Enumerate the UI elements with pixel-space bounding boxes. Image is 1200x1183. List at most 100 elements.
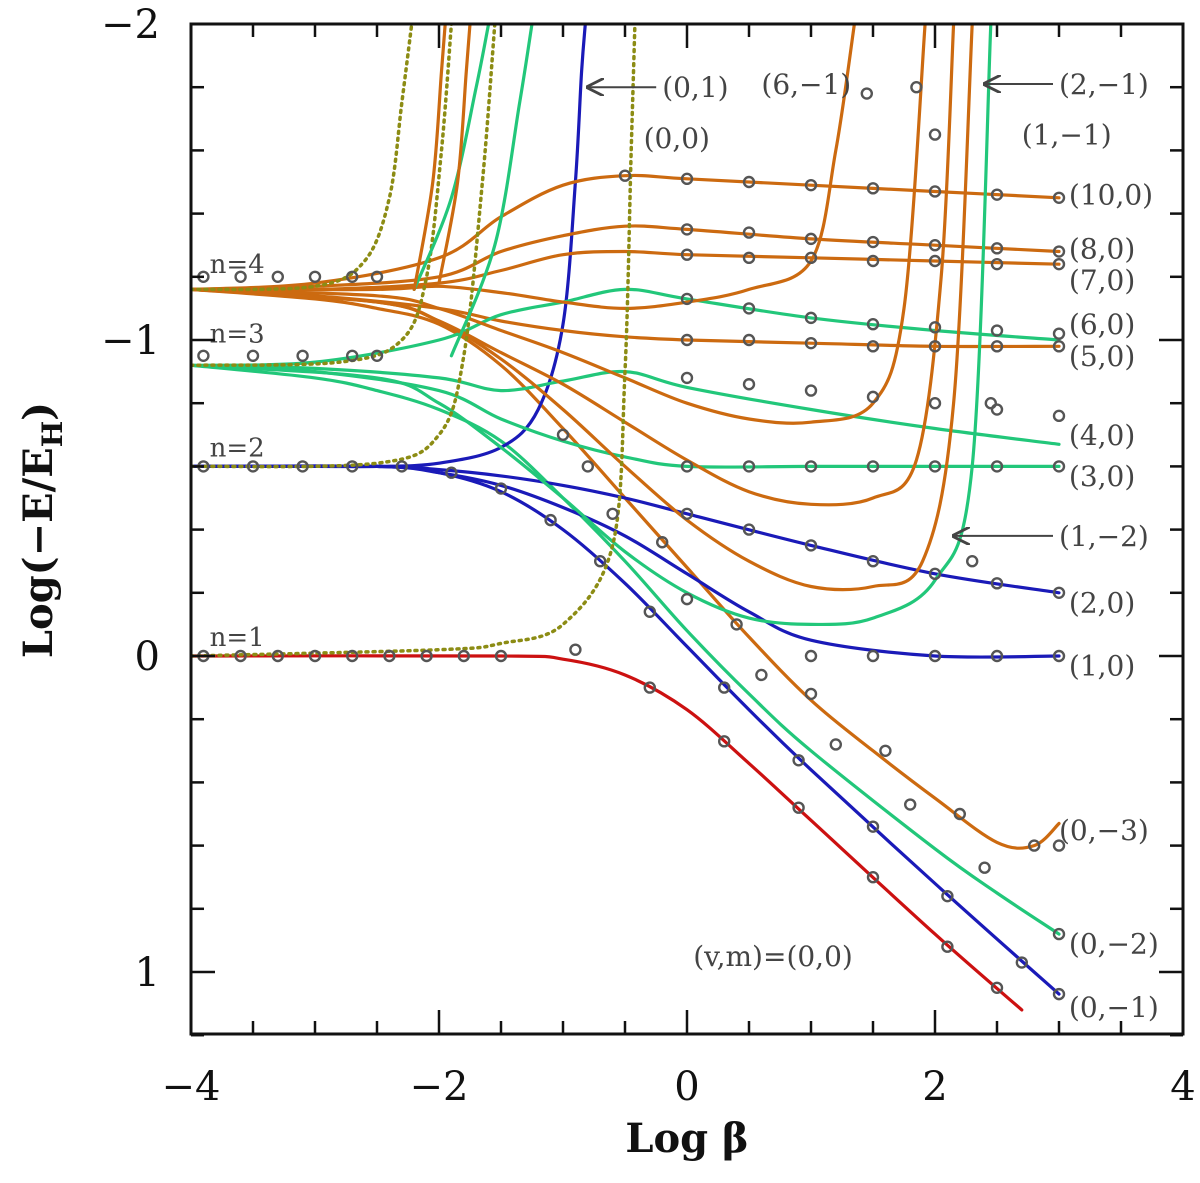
y-axis-title: Log(−E/EH) [15,402,69,658]
level-label: n=2 [210,433,265,463]
data-point-19 [346,460,359,473]
x-tick-label: 0 [674,1064,699,1110]
data-point-96 [928,321,942,334]
data-point-102 [866,254,880,268]
data-point-44 [606,507,619,520]
data-point-7 [457,649,470,663]
series-line-16 [191,24,956,507]
data-point-72 [742,460,756,473]
series-line-25 [412,24,447,291]
data-point-110 [928,238,942,252]
data-point-80 [804,384,818,397]
data-point-30 [1015,956,1028,969]
data-point-27 [792,754,805,767]
data-point-124 [966,555,979,568]
data-point-76 [990,460,1004,473]
series-line-12 [191,224,1061,291]
data-point-101 [804,251,818,265]
data-point-23 [544,513,557,527]
annotation-label: (6,0) [1069,308,1135,341]
data-point-125 [984,397,997,410]
data-point-64 [680,507,694,520]
data-point-31 [1052,987,1066,1001]
series-line-26 [437,24,472,285]
data-point-24 [594,555,607,568]
data-point-81 [866,390,880,404]
data-point-53 [730,618,743,631]
data-point-4 [346,649,359,663]
data-point-18 [296,460,309,473]
data-point-21 [445,466,458,479]
data-point-123 [928,128,942,141]
data-point-112 [1052,245,1066,258]
data-point-78 [680,371,694,385]
x-tick-label: −4 [162,1064,221,1110]
series-line-24 [449,24,534,358]
data-point-28 [866,820,880,833]
data-point-105 [1052,257,1066,271]
data-point-50 [1052,927,1066,941]
data-point-35 [346,349,359,362]
annotation-label: (0,0) [644,122,710,155]
data-point-103 [928,254,942,268]
level-label: n=1 [210,623,265,653]
data-point-114 [680,172,694,186]
data-point-46 [755,668,768,682]
data-point-20 [395,460,408,473]
data-point-61 [928,649,942,663]
data-point-94 [804,311,818,325]
series-line-13 [191,173,1061,291]
tick-layer: −4 −2 0 2 4 −2 −1 0 1 [101,2,1196,1110]
data-point-89 [928,340,942,353]
data-point-118 [928,185,942,198]
data-point-83 [990,403,1004,416]
annotation-label: (1,0) [1069,649,1135,682]
data-point-91 [1052,340,1066,353]
data-point-39 [271,270,284,283]
annotation-label: (2,0) [1069,586,1135,619]
data-point-71 [680,460,694,473]
data-point-13 [866,871,880,884]
data-point-49 [978,861,991,874]
data-point-10 [643,681,656,694]
data-point-14 [941,940,954,953]
data-point-87 [804,336,818,350]
data-point-88 [866,340,880,353]
annotation-label: (1,−2) [1059,520,1149,553]
data-point-54 [804,687,818,701]
data-point-113 [618,169,632,182]
x-tick-label: 2 [922,1064,947,1110]
data-point-106 [680,223,694,236]
data-point-17 [246,460,260,473]
data-point-36 [370,349,384,362]
data-point-93 [742,302,756,315]
data-point-41 [346,270,359,283]
data-point-42 [370,270,384,283]
annotation-label: (2,−1) [1059,68,1149,101]
annotation-label: (5,0) [1069,340,1135,373]
series-line-3 [191,287,1061,850]
data-point-62 [990,649,1004,663]
data-point-86 [742,333,756,347]
data-point-84 [1052,409,1066,423]
data-point-98 [1052,327,1066,340]
data-point-11 [718,735,731,748]
data-point-85 [680,333,694,347]
annotation-label: (6,−1) [761,68,851,101]
annotation-label: (0,1) [662,71,728,104]
x-tick-label: 4 [1170,1064,1195,1110]
data-point-33 [246,349,260,362]
data-point-26 [718,681,731,694]
data-point-82 [928,397,942,410]
annotation-label: (0,−1) [1069,991,1159,1024]
data-point-116 [804,178,818,192]
data-point-95 [866,318,880,331]
series-line-23 [412,24,491,291]
data-point-51 [581,460,594,473]
data-point-68 [928,567,942,581]
data-point-121 [860,87,873,100]
series-line-22 [191,24,414,292]
series-line-2 [191,363,1061,936]
data-point-48 [904,798,917,811]
